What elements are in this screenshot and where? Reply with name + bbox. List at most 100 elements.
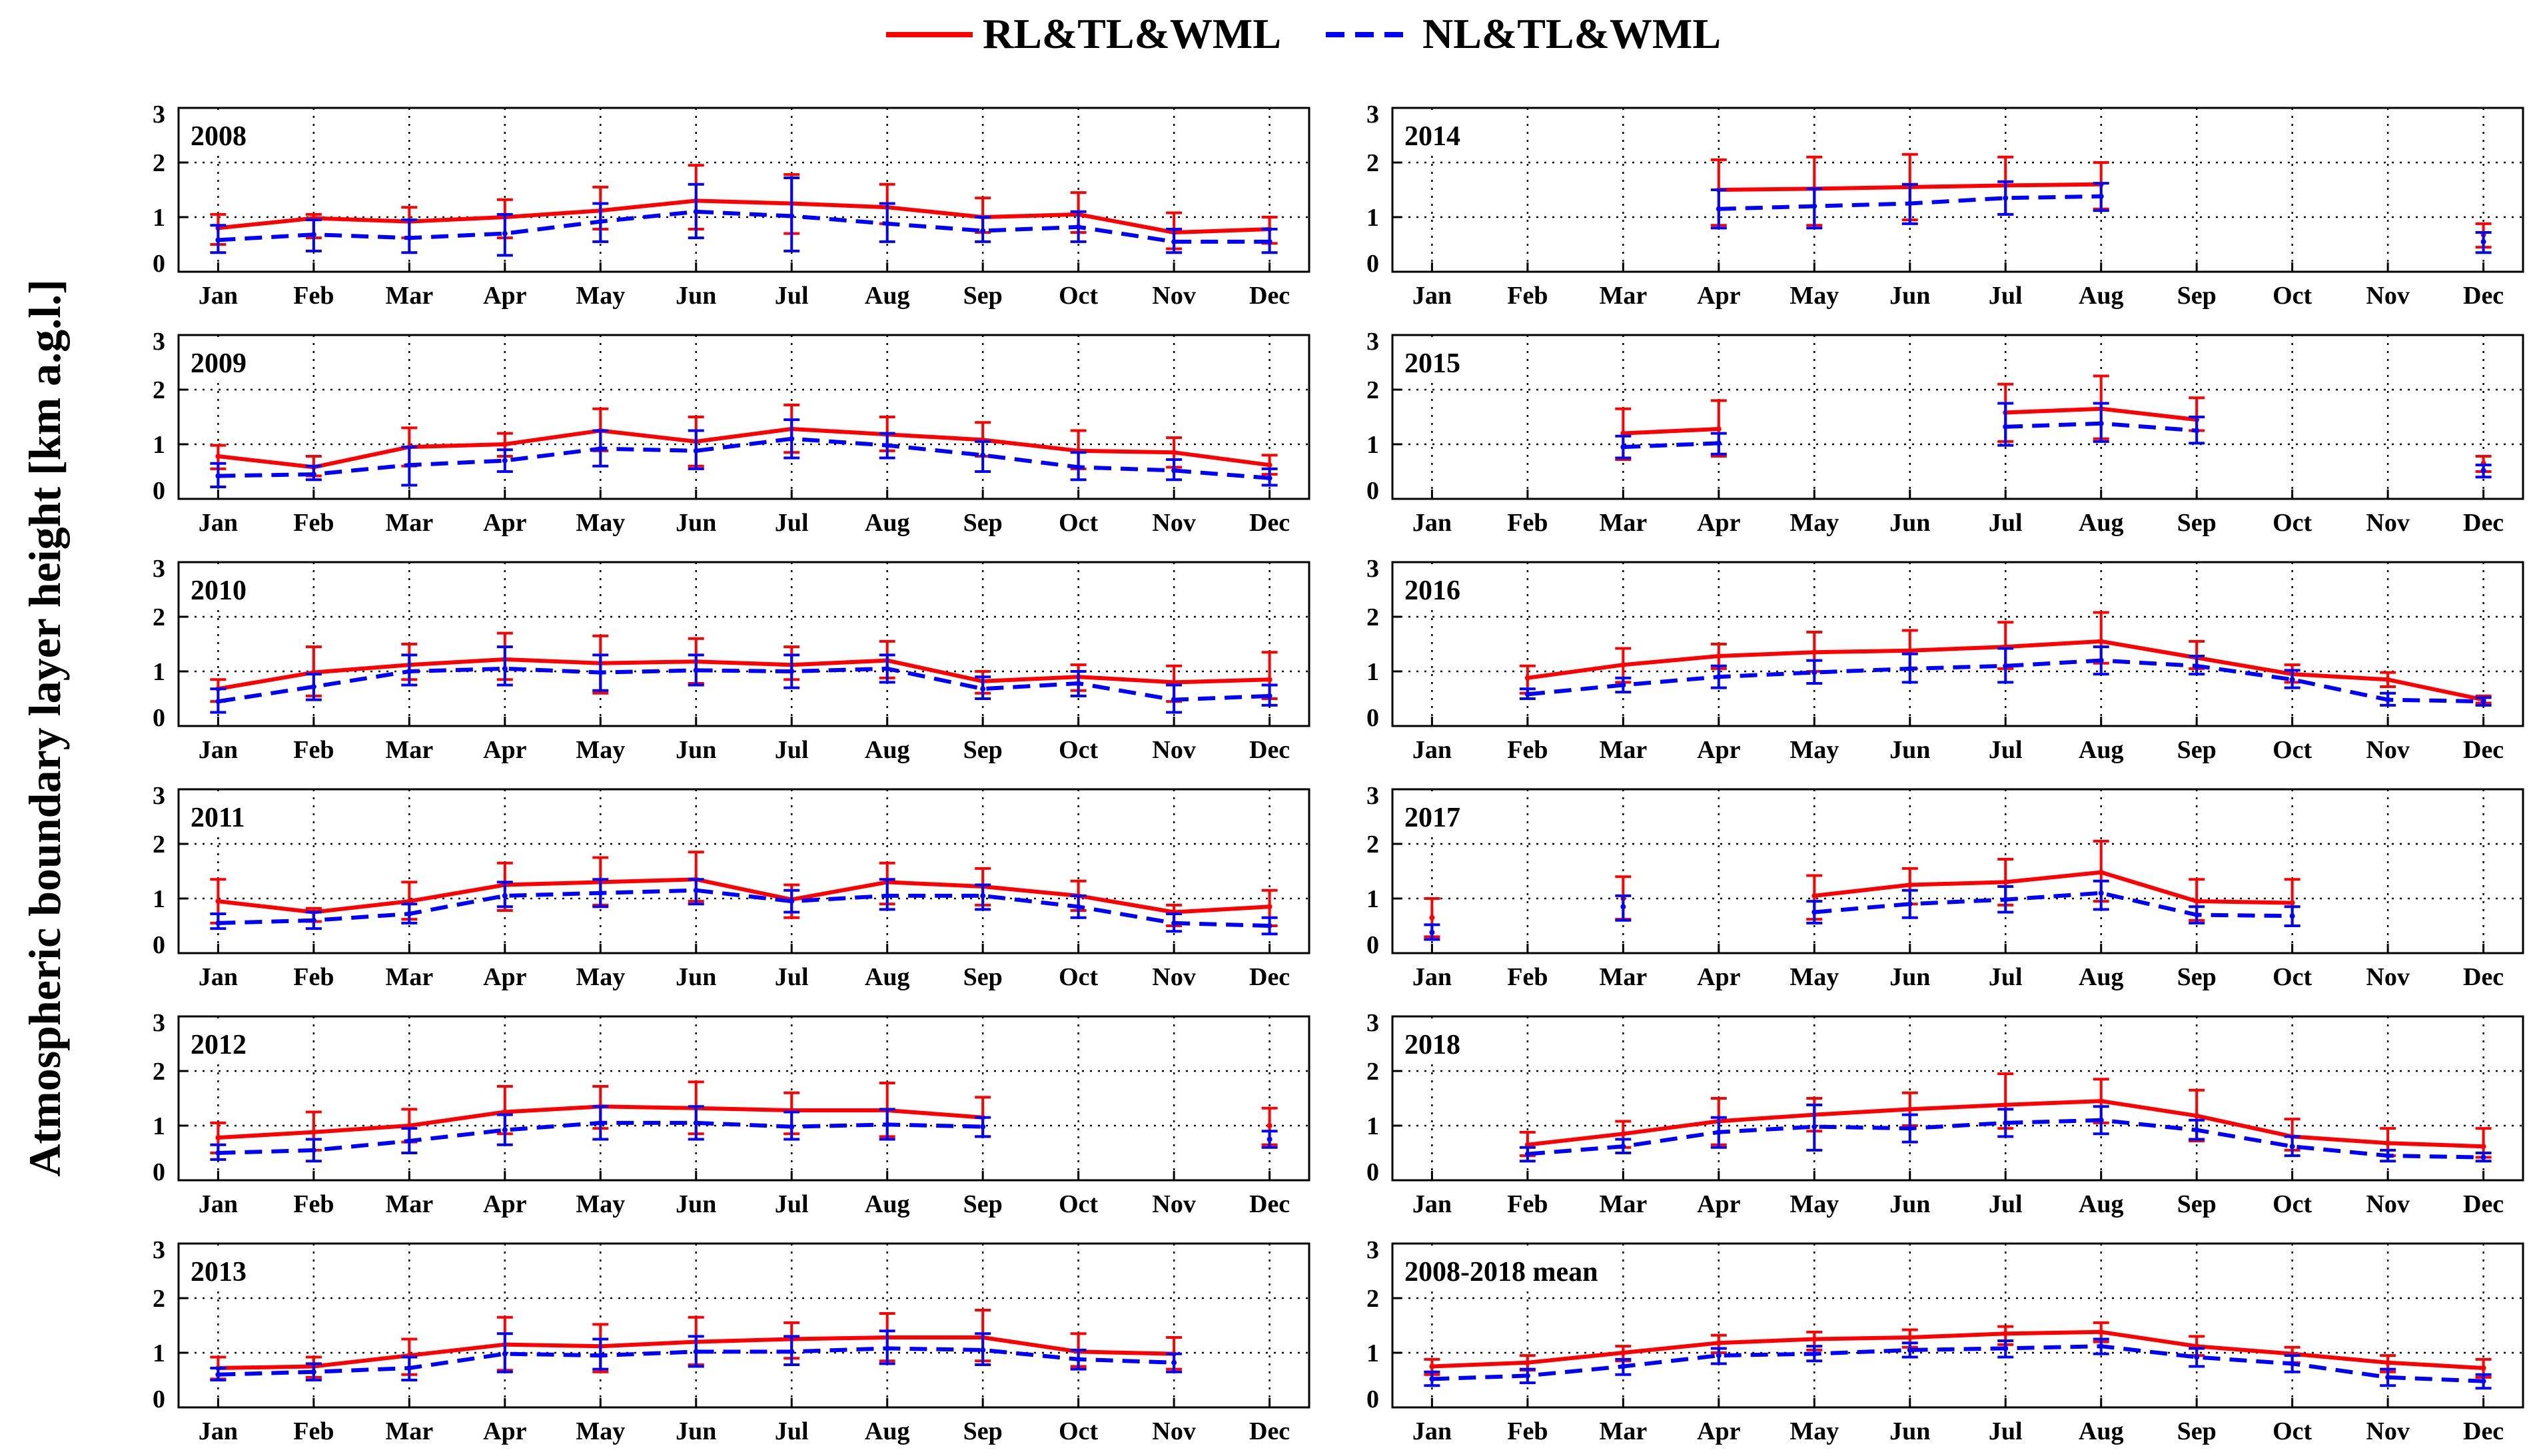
error-bar	[1710, 664, 1727, 689]
data-point	[2480, 1144, 2486, 1150]
y-tick-label: 2	[153, 149, 165, 177]
data-point	[2003, 1120, 2009, 1126]
error-bar	[1261, 467, 1278, 487]
axes-frame	[1391, 788, 2524, 954]
y-tick-label: 0	[1366, 931, 1379, 959]
error-bar	[975, 440, 991, 473]
error-bar	[2475, 230, 2492, 254]
y-tick-label: 1	[1366, 658, 1379, 686]
data-point	[406, 669, 412, 674]
x-tick-label: Jul	[1989, 1417, 2023, 1445]
x-tick-label: May	[576, 282, 625, 310]
error-bar	[688, 878, 704, 906]
data-point	[1716, 653, 1722, 659]
panel-title-bg	[1396, 1250, 1618, 1287]
data-point	[2003, 663, 2009, 669]
error-bar	[975, 216, 991, 243]
x-tick-label: Jun	[1889, 282, 1930, 310]
x-tick-label: Aug	[2079, 963, 2124, 991]
error-bar	[305, 910, 322, 930]
y-tick-label: 3	[153, 1009, 165, 1037]
panel-title: 2010	[191, 575, 247, 606]
error-bar	[1901, 182, 1918, 225]
panel-title: 2016	[1404, 575, 1460, 606]
y-tick-label: 0	[1366, 477, 1379, 505]
data-point	[789, 1349, 795, 1355]
y-tick-label: 1	[1366, 1112, 1379, 1140]
data-point	[2289, 900, 2295, 906]
x-tick-label: Dec	[1249, 736, 1290, 764]
series-line-1	[218, 427, 1270, 470]
panel-3: 0 1 2 3 Jan Feb Mar Apr May Jun Jul Aug Sep Oct Nov Dec…	[153, 555, 1310, 764]
data-point	[1620, 682, 1626, 688]
data-point	[884, 220, 890, 226]
x-tick-label: Aug	[2079, 1190, 2124, 1218]
y-tick-label: 0	[153, 931, 165, 959]
data-point	[406, 462, 412, 468]
x-tick-label: Apr	[483, 1417, 527, 1445]
x-tick-label: Apr	[483, 963, 527, 991]
panel-title: 2014	[1404, 121, 1460, 152]
axes-frame	[1391, 107, 2524, 273]
error-bar	[783, 1335, 800, 1367]
x-tick-label: May	[1789, 1190, 1839, 1218]
data-point	[502, 1127, 508, 1133]
legend-label-1: RL&TL&WML	[983, 10, 1281, 57]
x-tick-label: Nov	[1152, 736, 1195, 764]
axes-frame	[177, 1015, 1310, 1182]
error-bar	[783, 418, 800, 460]
error-bar	[1261, 916, 1278, 936]
panel-title-bg	[183, 1250, 257, 1287]
series-line-1	[1432, 1329, 2484, 1370]
panel-11: 0 1 2 3 Jan Feb Mar Apr May Jun Jul Aug Sep Oct Nov Dec…	[1366, 1009, 2524, 1218]
data-point	[2480, 699, 2486, 705]
data-point	[598, 446, 604, 452]
x-tick-label: Jan	[199, 1190, 238, 1218]
data-point	[2098, 869, 2104, 875]
x-tick-label: Jun	[1889, 1417, 1930, 1445]
error-bar	[1070, 670, 1087, 697]
data-point	[1716, 1340, 1722, 1346]
y-tick-label: 3	[1366, 555, 1379, 583]
panel-title: 2008	[191, 121, 247, 152]
x-tick-label: Jul	[775, 509, 809, 537]
data-point	[1811, 669, 1817, 675]
panel-title: 2013	[191, 1257, 247, 1287]
error-bar	[1997, 1339, 2014, 1359]
error-bar	[688, 653, 704, 687]
data-point	[1429, 929, 1435, 935]
x-tick-label: Jun	[1889, 509, 1930, 537]
data-point	[406, 899, 412, 905]
x-tick-label: Aug	[865, 1417, 910, 1445]
data-point	[789, 899, 795, 905]
panel-12: 0 1 2 3 Jan Feb Mar Apr May Jun Jul Aug Sep Oct Nov Dec…	[1366, 1236, 2524, 1445]
error-bar	[496, 645, 513, 687]
x-tick-label: Jul	[775, 736, 809, 764]
data-point	[1620, 904, 1626, 910]
data-point	[693, 887, 699, 893]
error-bar	[2380, 691, 2396, 707]
data-point	[693, 1120, 699, 1126]
error-bar	[879, 878, 895, 911]
data-point	[1171, 679, 1177, 685]
data-point	[2098, 1098, 2104, 1104]
error-bar	[1901, 889, 1918, 919]
x-tick-label: Jan	[1412, 1417, 1452, 1445]
x-tick-label: Jan	[199, 736, 238, 764]
y-tick-label: 1	[153, 1339, 165, 1367]
error-bar	[1519, 1367, 1536, 1385]
error-bar	[401, 446, 418, 487]
error-bar	[496, 1113, 513, 1146]
data-point	[2194, 1354, 2200, 1360]
data-point	[1524, 691, 1530, 697]
x-tick-label: Dec	[1249, 1190, 1290, 1218]
error-bar	[1070, 1348, 1087, 1371]
x-tick-label: Jan	[1412, 736, 1452, 764]
data-point	[2385, 697, 2391, 703]
error-bar	[401, 1355, 418, 1381]
x-tick-label: Jan	[1412, 282, 1452, 310]
error-bar	[1806, 659, 1823, 685]
panel-title-bg	[1396, 342, 1471, 379]
x-tick-label: Oct	[1059, 736, 1098, 764]
y-tick-label: 0	[1366, 704, 1379, 732]
